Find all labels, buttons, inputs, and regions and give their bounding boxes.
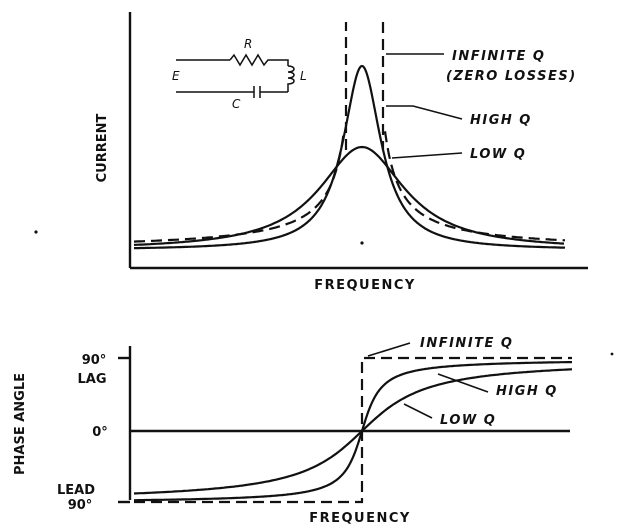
current-frequency-label: FREQUENCY — [314, 278, 416, 293]
source-label: E — [172, 69, 180, 83]
lag-90-label: 90° — [82, 353, 107, 368]
high-q-current-curve — [134, 64, 566, 250]
series-rlc-circuit: R L C E — [172, 37, 307, 111]
high-q-phase-curve — [134, 361, 572, 502]
zero-losses-label: (ZERO LOSSES) — [446, 69, 577, 84]
phase-high-q-leader — [437, 373, 489, 393]
current-graph: CURRENT FREQUENCY INFINITE Q (ZERO LOSSE… — [34, 12, 588, 293]
phase-infinite-q-label: INFINITE Q — [420, 336, 513, 351]
phase-frequency-label: FREQUENCY — [309, 511, 411, 525]
resistor-symbol — [229, 53, 289, 67]
lead-90-label: 90° — [68, 498, 93, 513]
phase-infinite-q-leader — [367, 342, 411, 357]
capacitor-label: C — [232, 97, 241, 111]
lag-label: LAG — [77, 372, 106, 387]
phase-low-q-label: LOW Q — [440, 413, 496, 428]
high-q-leader — [386, 105, 463, 120]
inductor-symbol — [287, 65, 295, 92]
low-q-phase-curve — [133, 368, 573, 495]
current-axis-label: CURRENT — [95, 113, 110, 182]
low-q-label: LOW Q — [470, 147, 526, 162]
low-q-current-curve — [133, 145, 565, 246]
lead-label: LEAD — [57, 483, 95, 498]
zero-degree-label: 0° — [92, 425, 108, 440]
high-q-label: HIGH Q — [470, 113, 532, 128]
infinite-q-label: INFINITE Q — [452, 49, 545, 64]
phase-graph: PHASE ANGLE 90° LAG 0° LEAD 90° FREQUENC… — [13, 336, 614, 525]
phase-angle-axis-label: PHASE ANGLE — [13, 373, 28, 475]
scan-mark — [610, 352, 614, 356]
resistor-label: R — [244, 37, 252, 51]
scan-mark — [360, 241, 364, 245]
phase-high-q-label: HIGH Q — [496, 384, 558, 399]
low-q-leader — [391, 152, 463, 159]
capacitor-symbol — [176, 86, 264, 98]
phase-low-q-leader — [403, 403, 433, 419]
scan-mark — [34, 230, 38, 234]
inductor-label: L — [300, 69, 307, 83]
